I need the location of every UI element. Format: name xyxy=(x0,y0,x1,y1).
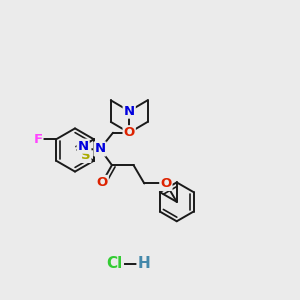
Text: O: O xyxy=(160,177,172,190)
Text: N: N xyxy=(94,142,106,155)
Text: N: N xyxy=(78,140,89,153)
Text: F: F xyxy=(33,133,43,146)
Text: O: O xyxy=(97,176,108,189)
Text: O: O xyxy=(124,126,135,139)
Text: S: S xyxy=(81,149,90,162)
Text: Cl: Cl xyxy=(106,256,122,272)
Text: H: H xyxy=(138,256,150,272)
Text: N: N xyxy=(124,105,135,118)
